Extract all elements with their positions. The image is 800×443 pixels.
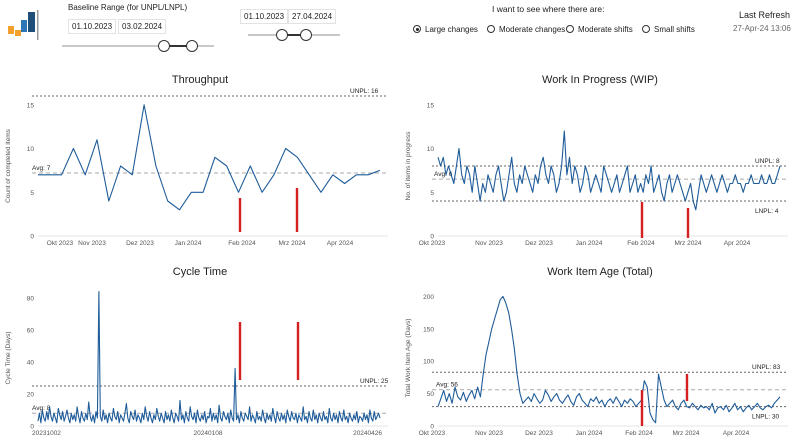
y-tick-label: 200 bbox=[423, 294, 434, 301]
y-tick-label: 60 bbox=[27, 328, 35, 335]
x-tick-label: Apr 2024 bbox=[723, 430, 750, 437]
x-tick-label: Mrz 2024 bbox=[672, 430, 699, 437]
last-refresh-value: 27-Apr-24 13:06 bbox=[733, 24, 791, 33]
data-series-line bbox=[38, 104, 381, 211]
x-tick-label: Okt 2023 bbox=[419, 430, 446, 437]
y-axis-label: Cycle Time (Days) bbox=[5, 331, 12, 384]
range-end-date[interactable]: 27.04.2024 bbox=[288, 9, 337, 24]
reference-line-label: Avg: 7 bbox=[32, 165, 51, 172]
x-tick-label: Nov 2023 bbox=[78, 240, 106, 247]
y-axis-label: No. of items in progress bbox=[405, 131, 412, 200]
work-item-age-title: Work Item Age (Total) bbox=[547, 266, 653, 278]
x-tick-label: Nov 2023 bbox=[475, 240, 503, 247]
cycle-time-title: Cycle Time bbox=[172, 266, 228, 278]
x-tick-label: Jan 2024 bbox=[175, 240, 202, 247]
x-tick-label: Feb 2024 bbox=[625, 430, 653, 437]
range-start-date[interactable]: 01.10.2023 bbox=[240, 9, 289, 24]
x-tick-label: Feb 2024 bbox=[228, 240, 256, 247]
x-tick-label: Dez 2023 bbox=[525, 430, 553, 437]
x-tick-label: Nov 2023 bbox=[475, 430, 503, 437]
radio-small-shifts-label[interactable]: Small shifts bbox=[654, 25, 695, 34]
baseline-end-date[interactable]: 03.02.2024 bbox=[118, 19, 167, 34]
data-series-line bbox=[37, 291, 381, 424]
x-tick-label: Jan 2024 bbox=[576, 430, 603, 437]
y-axis-label: Count of completed items bbox=[5, 128, 12, 202]
y-tick-label: 15 bbox=[27, 102, 35, 109]
x-tick-label: Mrz 2024 bbox=[278, 240, 305, 247]
y-tick-label: 15 bbox=[427, 102, 435, 109]
x-tick-label: Feb 2024 bbox=[627, 240, 655, 247]
x-tick-label: 20240108 bbox=[194, 430, 223, 437]
y-tick-label: 10 bbox=[27, 146, 35, 153]
y-tick-label: 0 bbox=[430, 424, 434, 431]
range-slider-fill bbox=[283, 34, 305, 36]
throughput-chart[interactable]: Count of completed items 0 5 10 15 Okt 2023 No… bbox=[0, 88, 400, 250]
reference-line-label: LNPL: 4 bbox=[755, 208, 779, 215]
x-tick-label: Okt 2023 bbox=[419, 240, 446, 247]
reference-line-label: LNPL: 30 bbox=[752, 414, 779, 421]
x-tick-label: Mrz 2024 bbox=[674, 240, 701, 247]
x-tick-label: Apr 2024 bbox=[724, 240, 751, 247]
x-tick-label: Apr 2024 bbox=[327, 240, 354, 247]
x-tick-label: Dez 2023 bbox=[525, 240, 553, 247]
y-tick-label: 5 bbox=[30, 190, 34, 197]
y-tick-label: 0 bbox=[430, 234, 434, 241]
radio-moderate-changes-label[interactable]: Moderate changes bbox=[499, 25, 566, 34]
y-tick-label: 40 bbox=[27, 360, 35, 367]
x-tick-label: Dez 2023 bbox=[126, 240, 154, 247]
data-series-line bbox=[437, 295, 781, 424]
range-slider-end-handle[interactable] bbox=[300, 29, 312, 41]
baseline-slider-start-handle[interactable] bbox=[158, 40, 170, 52]
reference-line-label: Avg: 6 bbox=[434, 171, 453, 178]
radio-large-changes[interactable] bbox=[413, 25, 421, 33]
x-tick-label: 20231002 bbox=[32, 430, 61, 437]
baseline-start-date[interactable]: 01.10.2023 bbox=[68, 19, 117, 34]
app-logo bbox=[4, 6, 44, 40]
reference-line-label: UNPL: 25 bbox=[360, 378, 389, 385]
radio-moderate-changes[interactable] bbox=[487, 25, 495, 33]
wip-chart[interactable]: No. of items in progress 0 5 10 15 Okt 2023 No… bbox=[400, 88, 800, 250]
reference-line-label: UNPL: 83 bbox=[752, 364, 781, 371]
y-tick-label: 50 bbox=[427, 391, 435, 398]
data-series-line bbox=[437, 130, 781, 211]
throughput-title: Throughput bbox=[171, 74, 229, 86]
baseline-range-label: Baseline Range (for UNPL/LNPL) bbox=[68, 3, 188, 12]
x-tick-label: Okt 2023 bbox=[47, 240, 74, 247]
baseline-slider-end-handle[interactable] bbox=[186, 40, 198, 52]
baseline-slider-track[interactable] bbox=[62, 45, 214, 47]
reference-line-label: Avg: 8 bbox=[32, 405, 51, 412]
y-axis-label: Total Work Item Age (Days) bbox=[405, 319, 412, 398]
x-tick-label: Jan 2024 bbox=[576, 240, 603, 247]
radio-moderate-shifts[interactable] bbox=[566, 25, 574, 33]
reference-line-label: Avg: 56 bbox=[436, 382, 458, 389]
last-refresh-label: Last Refresh bbox=[739, 10, 791, 20]
radio-large-changes-label[interactable]: Large changes bbox=[425, 25, 478, 34]
range-slider-start-handle[interactable] bbox=[276, 29, 288, 41]
y-tick-label: 0 bbox=[30, 424, 34, 431]
y-tick-label: 100 bbox=[423, 359, 434, 366]
wip-title: Work In Progress (WIP) bbox=[542, 74, 658, 86]
work-item-age-chart[interactable]: Total Work Item Age (Days) 0 50 100 150 200 Ok… bbox=[400, 280, 800, 443]
radio-moderate-shifts-label[interactable]: Moderate shifts bbox=[578, 25, 633, 34]
y-tick-label: 10 bbox=[427, 146, 435, 153]
y-tick-label: 20 bbox=[27, 392, 35, 399]
cycle-time-chart[interactable]: Cycle Time (Days) 0 20 40 60 80 20231002 202401… bbox=[0, 280, 400, 443]
filter-label: I want to see where there are: bbox=[492, 4, 605, 14]
y-tick-label: 5 bbox=[430, 190, 434, 197]
reference-line-label: UNPL: 8 bbox=[755, 158, 780, 165]
radio-small-shifts[interactable] bbox=[642, 25, 650, 33]
logo-icon bbox=[8, 10, 39, 40]
y-tick-label: 150 bbox=[423, 326, 434, 333]
reference-line-label: UNPL: 16 bbox=[350, 88, 379, 95]
y-tick-label: 80 bbox=[27, 296, 35, 303]
baseline-slider-fill bbox=[164, 45, 192, 47]
x-tick-label: 20240426 bbox=[353, 430, 382, 437]
y-tick-label: 0 bbox=[30, 234, 34, 241]
